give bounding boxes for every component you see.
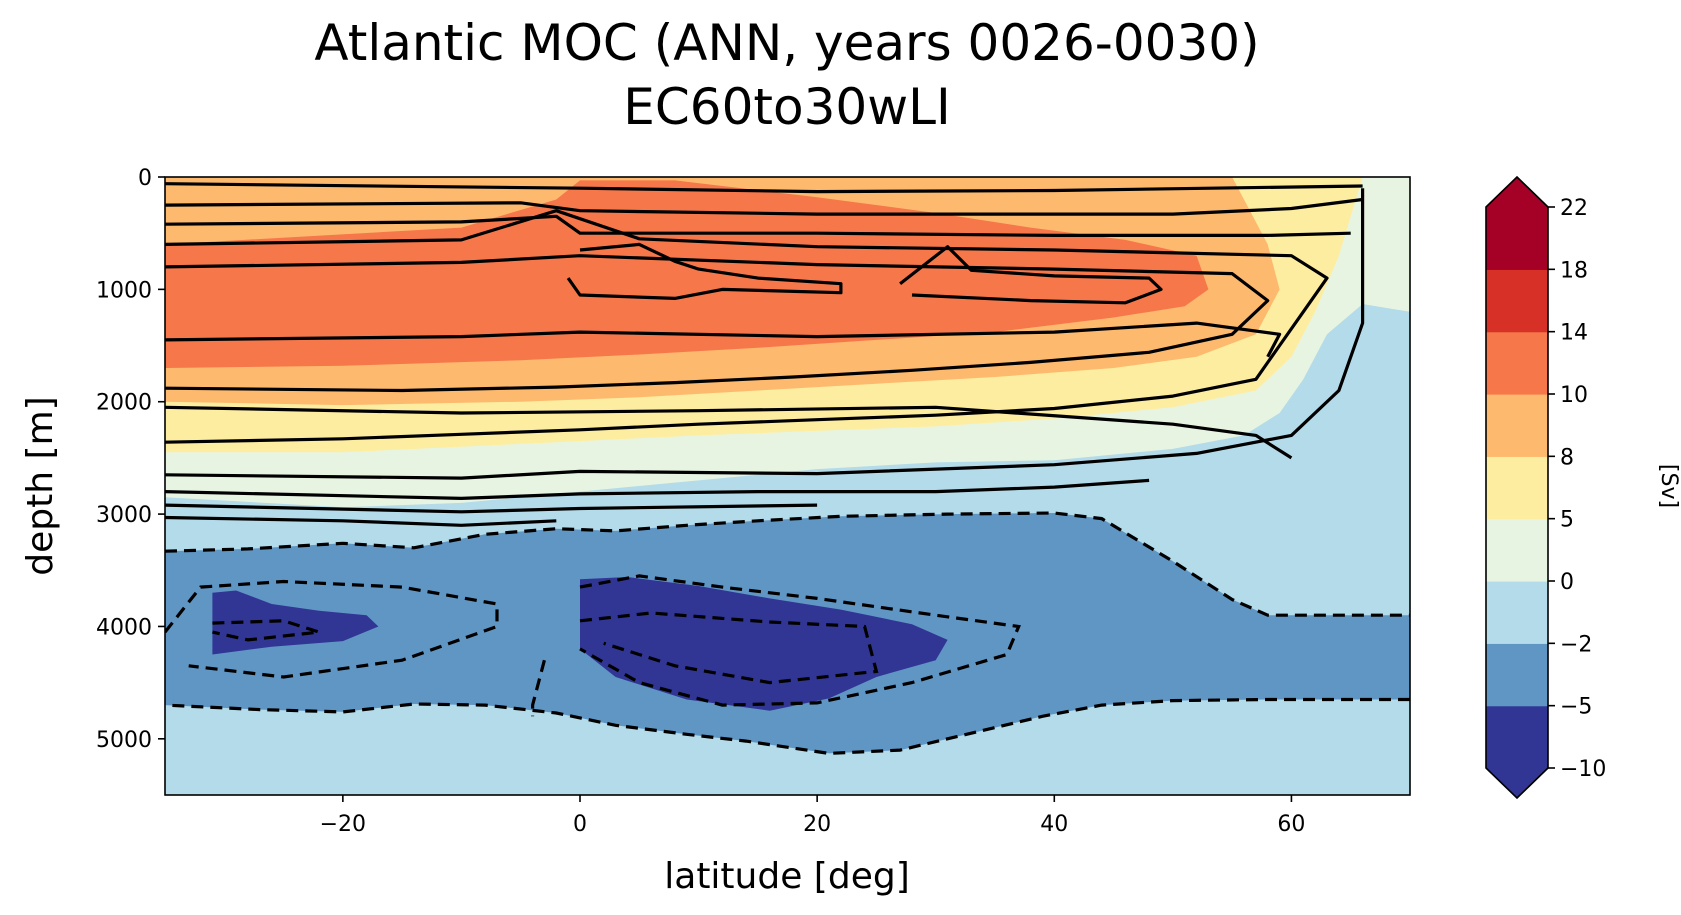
- y-axis-label: depth [m]: [20, 396, 61, 575]
- contour-positive-5: [566, 242, 843, 300]
- colorbar-tick-label: 0: [1560, 570, 1574, 595]
- contour-positive-6: [899, 245, 1163, 305]
- contour-negative-6: [531, 659, 546, 717]
- colorbar-extend-bottom: [1486, 768, 1548, 798]
- x-axis-label: latitude [deg]: [664, 856, 910, 897]
- contour-negative-3: [212, 619, 320, 642]
- colorbar-swatch: [1486, 269, 1548, 333]
- colorbar-swatch: [1486, 394, 1548, 457]
- colorbar-swatch: [1486, 581, 1548, 644]
- upper-band-10-14: [165, 180, 1209, 368]
- contour-negative-5: [579, 611, 879, 685]
- colorbar-swatch: [1486, 456, 1548, 520]
- x-axis: −20 0 20 40 60: [320, 795, 1305, 837]
- contour-positive-0: [165, 182, 1363, 194]
- chart-subtitle: EC60to30wLI: [623, 78, 950, 136]
- colorbar-tick-label: 10: [1560, 383, 1588, 408]
- colorbar-tick-label: −10: [1560, 757, 1606, 782]
- x-tick-label: 0: [573, 812, 587, 837]
- colorbar-label: [Sv]: [1656, 464, 1681, 508]
- y-tick-label: 1000: [96, 278, 152, 303]
- contour-positive-9: [165, 188, 1365, 480]
- contour-positive-12: [165, 515, 557, 527]
- chart-title: Atlantic MOC (ANN, years 0026-0030): [314, 14, 1259, 72]
- contour-positive-11: [165, 503, 818, 514]
- contour-positive-3: [165, 209, 1329, 444]
- y-tick-label: 4000: [96, 615, 152, 640]
- y-tick-label: 2000: [96, 391, 152, 416]
- y-axis: 0 1000 2000 3000 4000 5000: [96, 166, 165, 753]
- x-tick-label: 20: [803, 812, 831, 837]
- plot-frame: [164, 176, 1411, 796]
- plot-area: [165, 177, 1410, 795]
- contour-negative-2: [165, 579, 499, 679]
- colorbar-swatch: [1486, 643, 1548, 707]
- colorbar-tick-label: −5: [1560, 695, 1592, 720]
- contour-positive-4: [165, 254, 1270, 393]
- contour-positive-7: [165, 321, 1282, 358]
- colorbar-tick-label: 5: [1560, 508, 1574, 533]
- colorbar-swatch: [1486, 518, 1548, 582]
- contour-positive-1: [165, 197, 1363, 216]
- colorbar-tick-label: 18: [1560, 258, 1588, 283]
- x-tick-label: 60: [1277, 812, 1305, 837]
- contour-positive-8: [165, 405, 1293, 460]
- colorbar-tick-label: 14: [1560, 321, 1588, 346]
- negative-contour-lines: [165, 511, 1410, 756]
- abyssal-cell-tropical: [580, 577, 948, 711]
- colorbar-swatch: [1486, 705, 1548, 769]
- colorbar-extend-top: [1486, 177, 1548, 207]
- colorbar-tick-label: −2: [1560, 632, 1592, 657]
- colorbar-tick-label: 22: [1560, 196, 1588, 221]
- contour-positive-2: [165, 214, 1351, 237]
- x-tick-label: 40: [1040, 812, 1068, 837]
- colorbar-swatch: [1486, 331, 1548, 395]
- contour-negative-4: [579, 574, 1021, 707]
- positive-contour-lines: [165, 182, 1365, 527]
- x-tick-label: −20: [320, 812, 366, 837]
- colorbar-swatch: [1486, 207, 1548, 270]
- colorbar: −10 −5 −2 0 5 8 10 14 18 22: [1485, 175, 1606, 800]
- colorbar-tick-label: 8: [1560, 445, 1574, 470]
- y-tick-label: 5000: [96, 728, 152, 753]
- contour-negative-0: [165, 511, 1410, 617]
- y-tick-label: 3000: [96, 503, 152, 528]
- contour-positive-10: [165, 478, 1150, 500]
- y-tick-label: 0: [138, 166, 152, 191]
- contour-negative-1: [165, 697, 1410, 756]
